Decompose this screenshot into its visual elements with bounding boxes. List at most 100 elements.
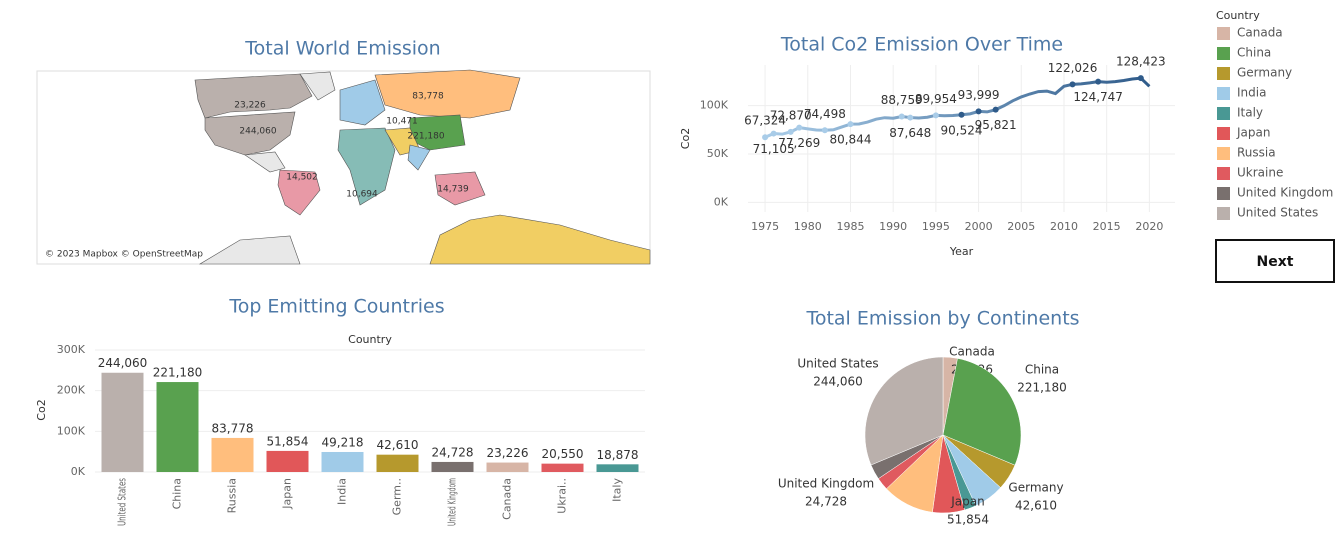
chart-title: Total Co2 Emission Over Time — [780, 34, 1063, 56]
data-label: 72,870 — [770, 108, 812, 122]
bar[interactable] — [101, 372, 144, 472]
data-label: 67,324 — [744, 114, 786, 128]
data-label: 128,423 — [1116, 55, 1166, 69]
y-tick-label: 100K — [700, 99, 729, 112]
y-tick-label: 200K — [57, 384, 86, 397]
bar[interactable] — [156, 382, 199, 472]
data-label: 18,878 — [597, 448, 639, 462]
pie-value: 42,610 — [1015, 499, 1057, 513]
line-point — [787, 128, 794, 135]
x-tick-label: Germ.. — [391, 478, 404, 515]
chart-title: Total World Emission — [244, 38, 440, 60]
map-value-label: 23,226 — [234, 101, 266, 111]
legend-swatch[interactable] — [1217, 107, 1230, 120]
legend-label[interactable]: United States — [1237, 206, 1318, 220]
pie-slice[interactable] — [864, 356, 944, 466]
y-tick-label: 50K — [707, 147, 729, 160]
x-tick-label: China — [171, 478, 184, 509]
pie-value: 24,728 — [805, 495, 847, 509]
x-axis-label: Year — [949, 245, 974, 258]
legend-label[interactable]: Canada — [1237, 26, 1283, 40]
bar[interactable] — [376, 454, 419, 472]
x-tick-label: Russia — [226, 478, 239, 513]
pie-value: 244,060 — [813, 375, 863, 389]
next-button[interactable] — [1215, 239, 1335, 283]
pie-value: 221,180 — [1017, 381, 1067, 395]
line-point — [770, 130, 777, 137]
data-label: 87,648 — [889, 126, 931, 140]
line-point — [992, 106, 999, 113]
x-tick-label: Ukrai.. — [556, 478, 569, 514]
line — [764, 76, 1151, 139]
legend-swatch[interactable] — [1217, 147, 1230, 160]
legend-swatch[interactable] — [1217, 207, 1230, 220]
legend-swatch[interactable] — [1217, 67, 1230, 80]
y-tick-label: 100K — [57, 424, 86, 437]
line-point — [821, 127, 828, 134]
legend-swatch[interactable] — [1217, 87, 1230, 100]
y-axis-label: Co2 — [679, 128, 692, 149]
map-value-label: 14,502 — [286, 173, 318, 183]
legend-swatch[interactable] — [1217, 187, 1230, 200]
pie-label: United Kingdom — [778, 477, 874, 491]
legend-label[interactable]: Russia — [1237, 146, 1276, 160]
legend-label[interactable]: India — [1237, 86, 1266, 100]
bar[interactable] — [541, 463, 584, 472]
bar[interactable] — [486, 462, 529, 472]
chart-title: Top Emitting Countries — [228, 296, 444, 318]
data-label: 122,026 — [1048, 61, 1098, 75]
bar[interactable] — [431, 461, 474, 472]
legend-swatch[interactable] — [1217, 127, 1230, 140]
data-label: 95,821 — [975, 118, 1017, 132]
data-label: 77,269 — [778, 136, 820, 150]
y-axis-label: Co2 — [35, 399, 48, 420]
line-point — [898, 113, 905, 120]
line-point — [1069, 81, 1076, 88]
legend-swatch[interactable] — [1217, 167, 1230, 180]
line-point — [1137, 75, 1144, 82]
map-value-label: 10,694 — [346, 190, 378, 200]
line-point — [958, 111, 965, 118]
pie-slice[interactable] — [942, 358, 1022, 466]
legend-label[interactable]: Ukraine — [1237, 166, 1283, 180]
data-label: 244,060 — [98, 356, 148, 370]
next-button-label[interactable]: Next — [1257, 254, 1294, 270]
x-tick-label: 2015 — [1093, 220, 1121, 233]
map-value-label: 221,180 — [407, 132, 444, 142]
legend-title: Country — [1216, 9, 1260, 22]
data-label: 221,180 — [153, 366, 203, 380]
pie-label: China — [1025, 363, 1059, 377]
chart-title: Total Emission by Continents — [805, 308, 1079, 330]
x-tick-label: Italy — [611, 478, 624, 502]
bar[interactable] — [596, 464, 639, 472]
data-label: 20,550 — [542, 447, 584, 461]
bar[interactable] — [266, 450, 309, 472]
legend-label[interactable]: Germany — [1237, 66, 1292, 80]
legend-label[interactable]: United Kingdom — [1237, 186, 1333, 200]
line-point — [796, 124, 803, 131]
y-tick-label: 0K — [71, 465, 86, 478]
x-tick-label: 1990 — [879, 220, 907, 233]
data-label: 124,747 — [1073, 90, 1123, 104]
data-label: 80,844 — [829, 133, 871, 147]
pie-label: Germany — [1008, 481, 1063, 495]
data-label: 24,728 — [432, 445, 474, 459]
legend-swatch[interactable] — [1217, 27, 1230, 40]
x-tick-label: 1975 — [751, 220, 779, 233]
data-label: 51,854 — [267, 434, 309, 448]
legend-label[interactable]: Italy — [1237, 106, 1263, 120]
legend-swatch[interactable] — [1217, 47, 1230, 60]
legend-label[interactable]: China — [1237, 46, 1271, 60]
bar[interactable] — [321, 451, 364, 472]
x-tick-label: 2010 — [1050, 220, 1078, 233]
legend-label[interactable]: Japan — [1236, 126, 1270, 140]
x-tick-label: United States — [116, 478, 129, 526]
data-label: 71,105 — [753, 142, 795, 156]
bar[interactable] — [211, 437, 254, 472]
data-label: 83,778 — [212, 421, 254, 435]
line-point — [932, 112, 939, 119]
data-label: 93,999 — [958, 88, 1000, 102]
line-point — [975, 108, 982, 115]
x-tick-label: 2005 — [1007, 220, 1035, 233]
